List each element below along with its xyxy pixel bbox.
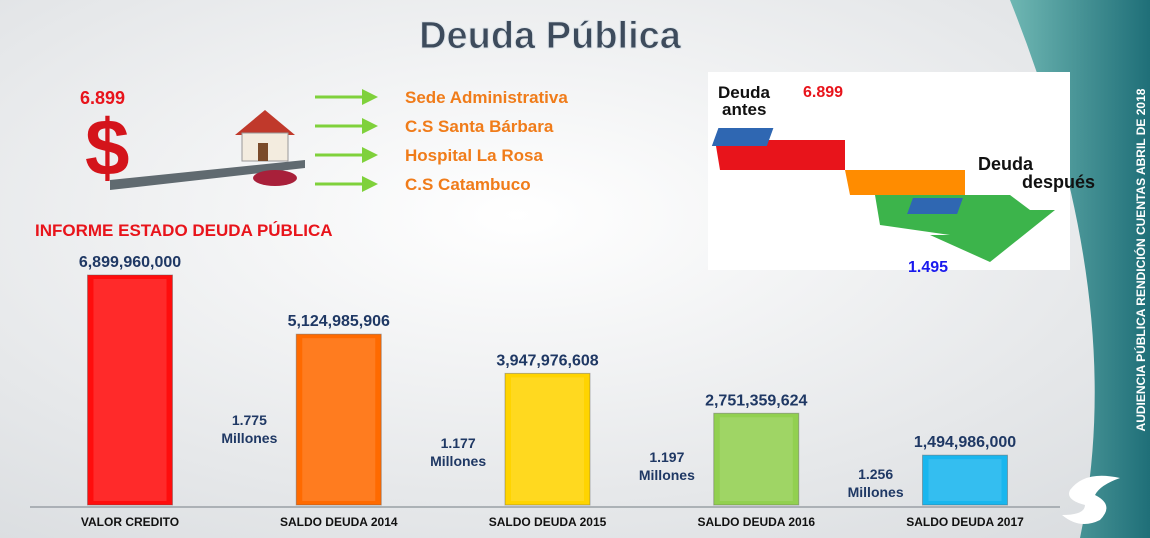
- arrow-head: [362, 147, 378, 163]
- slide-title: Deuda Pública: [419, 15, 682, 57]
- seesaw: [110, 160, 305, 190]
- arrow-head: [362, 118, 378, 134]
- project-label: C.S Catambuco: [405, 175, 531, 194]
- bar: [295, 333, 382, 506]
- pivot: [253, 170, 297, 186]
- house-roof: [235, 110, 295, 135]
- bar: [713, 412, 800, 506]
- difference-annotation: 1.256: [858, 466, 893, 482]
- difference-annotation: Millones: [639, 467, 695, 483]
- category-label: SALDO DEUDA 2015: [489, 515, 607, 529]
- after-label: Deuda: [978, 154, 1034, 174]
- arrow-head: [362, 89, 378, 105]
- difference-annotation: 1.197: [649, 449, 684, 465]
- bar-highlight: [511, 377, 584, 501]
- bar-highlight: [302, 338, 376, 501]
- category-label: SALDO DEUDA 2016: [697, 515, 815, 529]
- card: [711, 128, 774, 146]
- card: [907, 198, 963, 214]
- chart-subtitle: INFORME ESTADO DEUDA PÚBLICA: [35, 221, 333, 240]
- difference-annotation: Millones: [430, 453, 486, 469]
- category-label: SALDO DEUDA 2014: [280, 515, 398, 529]
- house-door: [258, 143, 268, 161]
- before-label: antes: [722, 100, 766, 119]
- step: [715, 140, 845, 170]
- project-label: Sede Administrativa: [405, 88, 568, 107]
- bar: [87, 274, 173, 506]
- value-label: 1,494,986,000: [914, 434, 1016, 451]
- bar-highlight: [928, 459, 1002, 501]
- bar-highlight: [93, 279, 167, 501]
- category-label: SALDO DEUDA 2017: [906, 515, 1024, 529]
- value-label: 5,124,985,906: [288, 313, 390, 330]
- before-label: Deuda: [718, 83, 771, 102]
- side-text: AUDIENCIA PÚBLICA RENDICIÓN CUENTAS ABRI…: [1133, 88, 1148, 431]
- category-label: VALOR CREDITO: [81, 515, 179, 529]
- side-band: [1010, 0, 1150, 538]
- difference-annotation: 1.177: [441, 435, 476, 451]
- difference-annotation: 1.775: [232, 412, 267, 428]
- value-label: 3,947,976,608: [496, 352, 598, 369]
- difference-annotation: Millones: [848, 484, 904, 500]
- value-label: 6,899,960,000: [79, 254, 181, 271]
- bar: [922, 454, 1008, 506]
- value-label: 2,751,359,624: [705, 392, 807, 409]
- project-label: Hospital La Rosa: [405, 146, 543, 165]
- after-value: 1.495: [908, 259, 948, 276]
- arrow-head: [362, 176, 378, 192]
- step: [845, 170, 965, 195]
- before-value: 6.899: [803, 84, 843, 101]
- difference-annotation: Millones: [221, 430, 277, 446]
- after-label: después: [1022, 172, 1095, 192]
- amount: 6.899: [80, 88, 125, 108]
- dollar-icon: $: [85, 103, 130, 192]
- project-label: C.S Santa Bárbara: [405, 117, 554, 136]
- bar: [504, 372, 591, 506]
- logo: [1062, 475, 1120, 524]
- bar-highlight: [719, 417, 793, 501]
